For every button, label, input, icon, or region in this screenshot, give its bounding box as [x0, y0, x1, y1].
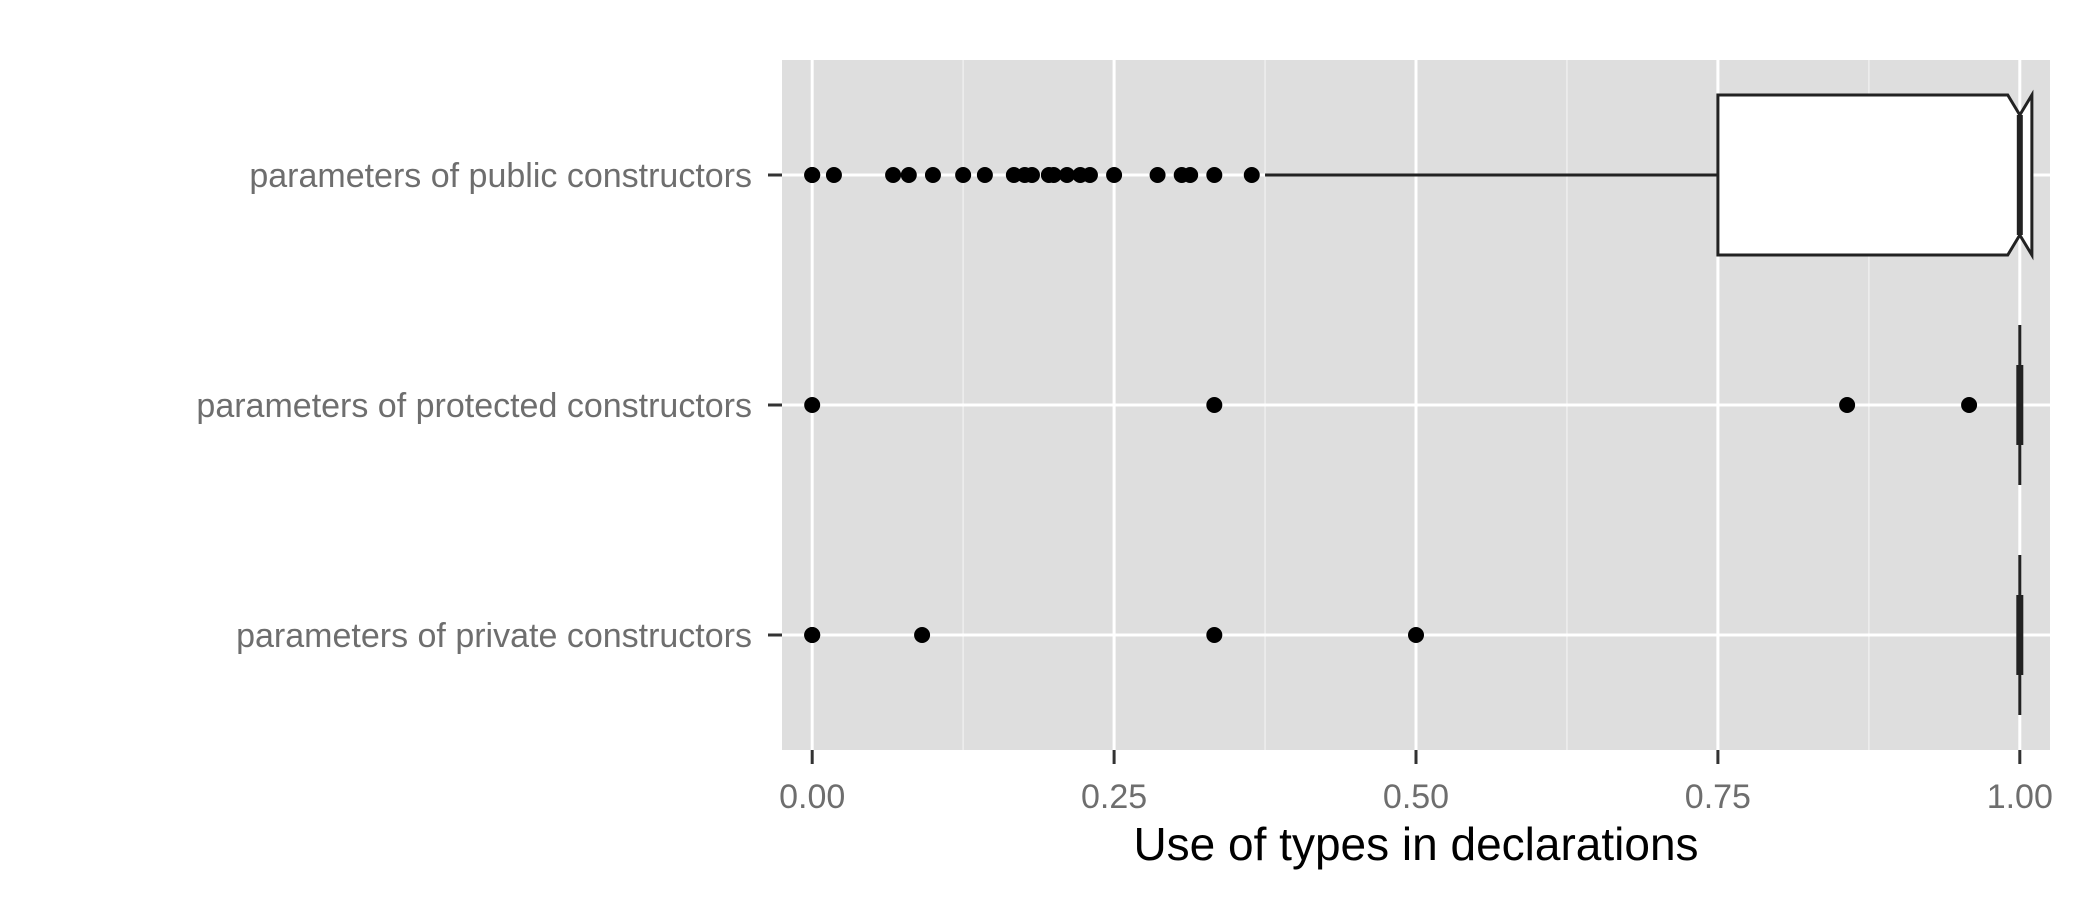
outlier-point: [976, 167, 993, 183]
x-tick-label: 1.00: [1987, 778, 2053, 816]
outlier-point: [1149, 167, 1166, 183]
outlier-point: [1081, 167, 1098, 183]
x-tick-label: 0.00: [779, 778, 845, 816]
outlier-point: [924, 167, 941, 183]
outlier-point: [1206, 397, 1223, 413]
box-body: [1716, 89, 2034, 261]
x-tick-label: 0.25: [1081, 778, 1147, 816]
outlier-point: [825, 167, 842, 183]
outlier-points: [804, 167, 1978, 643]
outlier-point: [1408, 627, 1424, 643]
outlier-point: [1839, 397, 1856, 413]
outlier-point: [1058, 167, 1075, 183]
outlier-point: [1961, 397, 1978, 413]
outlier-point: [1182, 167, 1199, 183]
outlier-point: [1045, 167, 1062, 183]
outlier-point: [804, 627, 821, 643]
y-tick-label: parameters of protected constructors: [196, 387, 752, 425]
outlier-point: [900, 167, 917, 183]
y-tick-label: parameters of public constructors: [249, 157, 752, 195]
outlier-point: [804, 397, 821, 413]
x-tick-label: 0.75: [1685, 778, 1751, 816]
box-layer: [1265, 89, 2034, 715]
outlier-point: [804, 167, 821, 183]
outlier-point: [1206, 627, 1223, 643]
outlier-point: [1106, 167, 1123, 183]
x-axis: 0.00 0.25 0.50 0.75 1.00: [779, 750, 2053, 816]
box-1: [1265, 89, 2034, 261]
outlier-point: [955, 167, 972, 183]
outlier-point: [885, 167, 902, 183]
outlier-point: [1206, 167, 1223, 183]
y-axis: parameters of public constructors paramet…: [196, 157, 782, 655]
outlier-point: [1243, 167, 1260, 183]
x-tick-label: 0.50: [1383, 778, 1449, 816]
x-axis-title: Use of types in declarations: [1133, 818, 1698, 870]
outlier-point: [1023, 167, 1040, 183]
outlier-point: [914, 627, 931, 643]
y-tick-label: parameters of private constructors: [236, 617, 752, 655]
